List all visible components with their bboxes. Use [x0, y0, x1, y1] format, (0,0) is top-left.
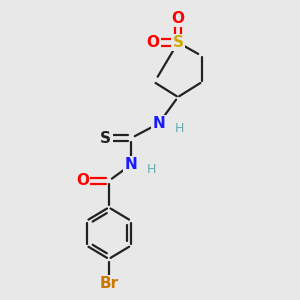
Text: O: O — [172, 11, 184, 26]
Text: H: H — [147, 163, 156, 176]
Text: S: S — [100, 131, 111, 146]
Text: N: N — [124, 157, 137, 172]
Text: O: O — [146, 35, 159, 50]
Text: Br: Br — [99, 277, 118, 292]
Text: S: S — [172, 35, 184, 50]
Text: O: O — [76, 173, 89, 188]
Text: N: N — [152, 116, 165, 131]
Text: H: H — [175, 122, 184, 135]
